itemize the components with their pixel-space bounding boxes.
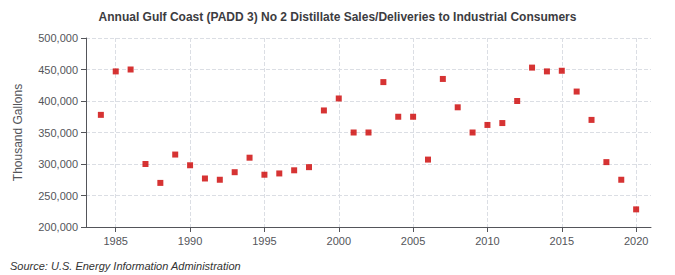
svg-text:2000: 2000: [327, 235, 351, 247]
svg-text:1995: 1995: [252, 235, 276, 247]
svg-text:2005: 2005: [401, 235, 425, 247]
svg-text:Annual Gulf Coast (PADD 3) No: Annual Gulf Coast (PADD 3) No 2 Distilla…: [99, 10, 577, 24]
svg-text:200,000: 200,000: [38, 221, 78, 233]
svg-text:Source: U.S. Energy Informatio: Source: U.S. Energy Information Administ…: [10, 260, 241, 272]
svg-text:300,000: 300,000: [38, 158, 78, 170]
svg-text:1985: 1985: [103, 235, 127, 247]
svg-text:2020: 2020: [624, 235, 648, 247]
svg-text:Thousand Gallons: Thousand Gallons: [11, 84, 25, 181]
svg-text:250,000: 250,000: [38, 190, 78, 202]
svg-text:1990: 1990: [178, 235, 202, 247]
svg-text:500,000: 500,000: [38, 32, 78, 44]
svg-text:2010: 2010: [475, 235, 499, 247]
svg-text:400,000: 400,000: [38, 95, 78, 107]
svg-text:450,000: 450,000: [38, 64, 78, 76]
svg-text:2015: 2015: [550, 235, 574, 247]
svg-text:350,000: 350,000: [38, 127, 78, 139]
